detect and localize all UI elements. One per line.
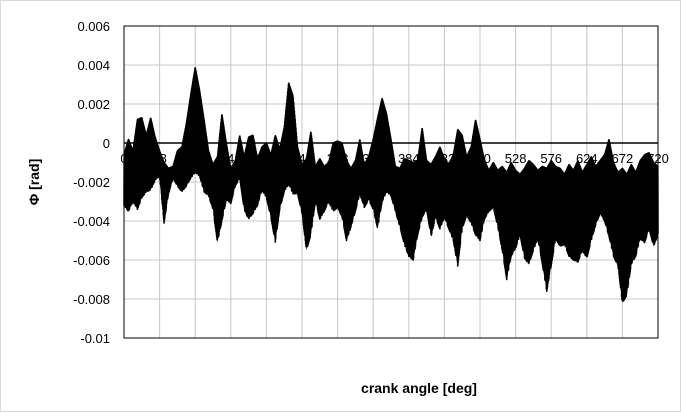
y-axis-title: Φ [rad] — [26, 159, 42, 206]
series-phi — [123, 66, 659, 303]
y-tick-labels: 0.006 0.004 0.002 0 -0.002 -0.004 -0.006 -0.008… — [73, 19, 110, 346]
y-tick-label: 0.002 — [77, 97, 110, 112]
x-tick-label: 576 — [540, 151, 562, 166]
y-tick-label: -0.01 — [80, 331, 110, 346]
y-tick-label: 0.004 — [77, 58, 110, 73]
x-axis-title: crank angle [deg] — [361, 380, 477, 396]
y-tick-label: -0.002 — [73, 175, 110, 190]
y-tick-label: 0 — [103, 136, 110, 151]
y-tick-label: -0.006 — [73, 253, 110, 268]
series-band — [124, 66, 658, 303]
x-tick-label: 672 — [612, 151, 634, 166]
y-tick-label: 0.006 — [77, 19, 110, 34]
y-tick-label: -0.008 — [73, 292, 110, 307]
y-tick-label: -0.004 — [73, 214, 110, 229]
x-tick-label: 528 — [505, 151, 527, 166]
plot-frame — [123, 25, 659, 339]
